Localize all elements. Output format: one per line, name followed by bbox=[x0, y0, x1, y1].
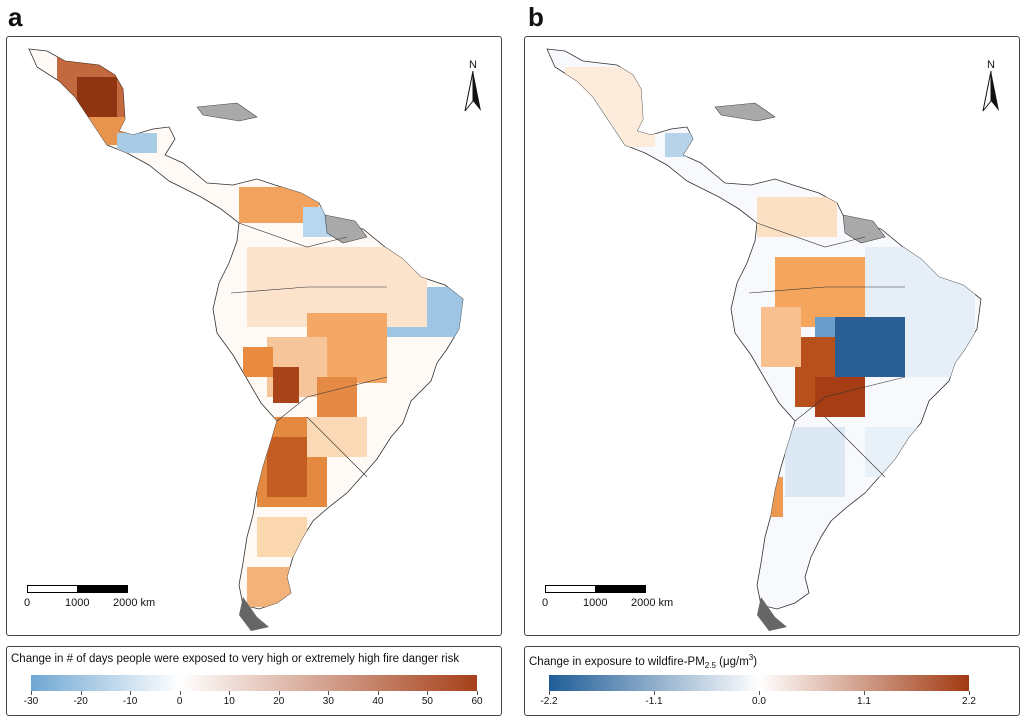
scalebar-a bbox=[27, 585, 128, 593]
country-borders-a bbox=[230, 222, 388, 478]
north-arrow-icon bbox=[982, 70, 999, 112]
legend-tick-label: 60 bbox=[471, 696, 483, 707]
legend-tick-mark bbox=[278, 691, 280, 695]
legend-tick-mark bbox=[377, 691, 379, 695]
map-a[interactable]: N 0 1000 2000 km bbox=[6, 36, 502, 636]
legend-tick-label: 0.0 bbox=[752, 696, 766, 707]
legend-b-title-unit-open: (μg/m bbox=[715, 655, 749, 668]
legend-b-title-unit-close: ) bbox=[753, 655, 758, 668]
north-label-a: N bbox=[469, 59, 477, 71]
legend-a-title: Change in # of days people were exposed … bbox=[11, 653, 460, 665]
guianas-b bbox=[842, 214, 886, 244]
legend-tick-mark bbox=[179, 691, 181, 695]
north-arrow-a: N bbox=[461, 59, 485, 116]
panel-a-letter: a bbox=[8, 2, 23, 32]
legend-tick-mark bbox=[130, 691, 132, 695]
legend-tick-label: 2.2 bbox=[962, 696, 976, 707]
legend-tick-mark bbox=[80, 691, 82, 695]
scale-a-2000: 2000 km bbox=[113, 597, 156, 609]
north-label-b: N bbox=[987, 59, 995, 71]
scale-b-2000: 2000 km bbox=[631, 597, 674, 609]
country-borders-b bbox=[748, 222, 906, 478]
scale-a-0: 0 bbox=[24, 597, 31, 609]
legend-tick-mark bbox=[31, 691, 32, 695]
legend-tick-mark bbox=[229, 691, 231, 695]
legend-b-title-sup: 3 bbox=[748, 653, 754, 662]
tierra-del-fuego bbox=[239, 597, 269, 631]
legend-tick-label: 30 bbox=[322, 696, 334, 707]
legend-a: Change in # of days people were exposed … bbox=[6, 646, 502, 716]
legend-b-title: Change in exposure to wildfire-PM2.5 (μg… bbox=[529, 653, 757, 670]
legend-tick-mark bbox=[477, 691, 478, 695]
legend-b-color-ramp bbox=[549, 675, 969, 691]
map-b-canvas bbox=[546, 48, 982, 631]
legend-a-color-ramp bbox=[31, 675, 477, 691]
legend-tick-mark bbox=[654, 691, 655, 695]
scale-b-0: 0 bbox=[542, 597, 549, 609]
north-arrow-icon bbox=[464, 70, 481, 112]
guianas bbox=[324, 214, 368, 244]
legend-tick-label: -30 bbox=[23, 696, 39, 707]
caribbean-islands bbox=[196, 102, 258, 122]
north-arrow-b: N bbox=[979, 59, 1003, 116]
legend-tick-label: 40 bbox=[372, 696, 384, 707]
legend-b: Change in exposure to wildfire-PM2.5 (μg… bbox=[524, 646, 1020, 716]
legend-tick-label: 20 bbox=[273, 696, 285, 707]
legend-tick-mark bbox=[969, 691, 970, 695]
legend-tick-label: 10 bbox=[223, 696, 235, 707]
americas-outline bbox=[28, 48, 464, 610]
panel-b-letter: b bbox=[528, 2, 544, 32]
map-b[interactable]: N 0 1000 2000 km bbox=[524, 36, 1020, 636]
map-a-canvas bbox=[28, 48, 464, 631]
legend-tick-label: -10 bbox=[122, 696, 138, 707]
scale-b-1000: 1000 bbox=[583, 597, 608, 609]
legend-tick-label: 1.1 bbox=[857, 696, 871, 707]
legend-tick-mark bbox=[549, 691, 550, 695]
legend-tick-mark bbox=[759, 691, 760, 695]
tierra-del-fuego-b bbox=[757, 597, 787, 631]
legend-b-title-main: Change in exposure to wildfire-PM bbox=[529, 655, 705, 668]
legend-tick-label: 50 bbox=[421, 696, 433, 707]
legend-tick-mark bbox=[864, 691, 865, 695]
legend-tick-label: -20 bbox=[73, 696, 88, 707]
legend-tick-label: 0 bbox=[176, 696, 183, 707]
legend-b-title-sub: 2.5 bbox=[704, 661, 716, 671]
legend-tick-label: -2.2 bbox=[540, 696, 558, 707]
scale-a-1000: 1000 bbox=[65, 597, 90, 609]
legend-tick-mark bbox=[427, 691, 429, 695]
legend-tick-label: -1.1 bbox=[645, 696, 663, 707]
caribbean-islands-b bbox=[714, 102, 776, 122]
legend-tick-mark bbox=[328, 691, 330, 695]
scalebar-b bbox=[545, 585, 646, 593]
